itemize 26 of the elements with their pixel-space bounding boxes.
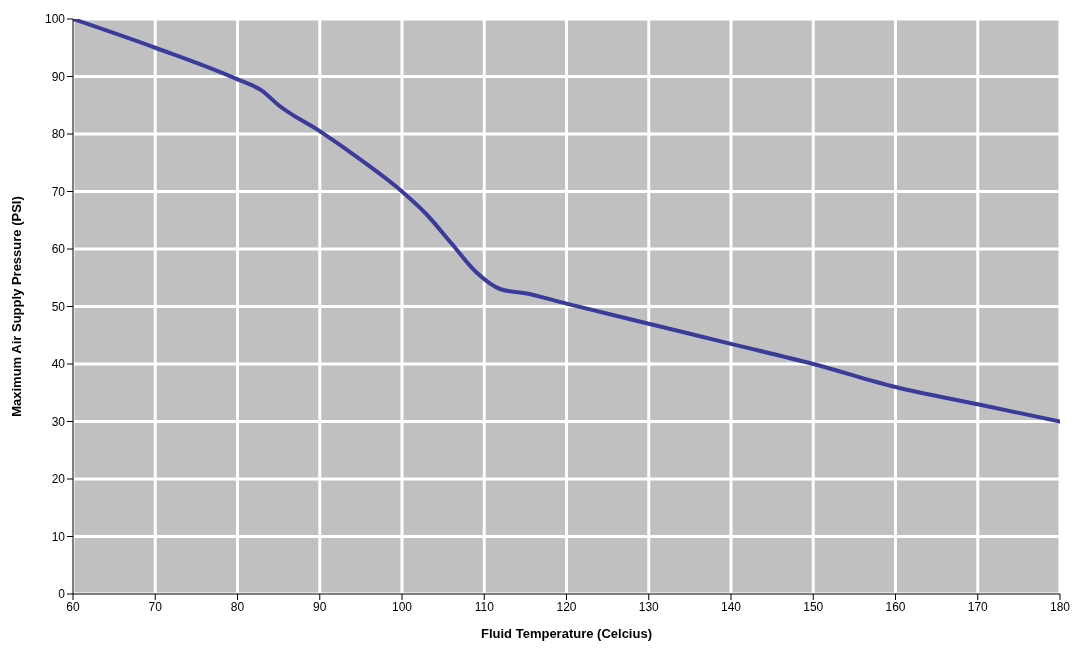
y-tick-label: 10 [51,529,66,544]
y-axis-title: Maximum Air Supply Pressure (PSI) [8,196,24,417]
y-tick-label: 40 [51,357,66,372]
x-tick-label: 180 [1049,599,1071,614]
y-tick-label: 50 [51,299,66,314]
y-tick-label: 60 [51,242,66,257]
y-tick-label: 0 [58,587,66,602]
x-axis-title: Fluid Temperature (Celcius) [481,626,652,641]
x-tick-label: 160 [885,599,906,614]
y-tick-label: 80 [51,127,66,142]
x-tick-label: 60 [66,599,80,614]
x-tick-label: 100 [391,599,413,614]
x-tick-label: 90 [313,599,327,614]
x-tick-label: 70 [148,599,163,614]
y-tick-label: 90 [51,69,66,84]
x-tick-label: 130 [638,599,660,614]
y-tick-label: 100 [44,12,66,27]
y-tick-label: 30 [51,414,66,429]
x-tick-label: 150 [803,599,824,614]
x-tick-label: 80 [230,599,245,614]
x-tick-label: 140 [720,599,742,614]
x-tick-label: 110 [474,599,495,614]
x-tick-label: 120 [556,599,577,614]
x-tick-label: 170 [967,599,989,614]
y-tick-label: 20 [51,472,66,487]
y-tick-label: 70 [51,184,66,199]
